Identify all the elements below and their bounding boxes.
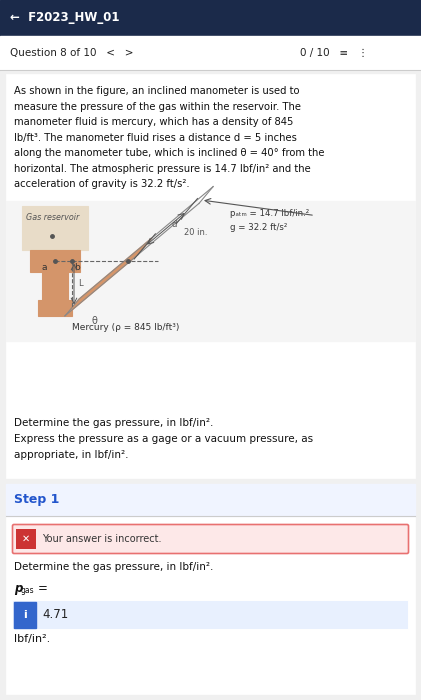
Bar: [0, 36, 421, 70]
Text: p: p: [14, 582, 22, 595]
Bar: [6, 74, 415, 478]
Bar: [6, 484, 415, 694]
Text: appropriate, in lbf/in².: appropriate, in lbf/in².: [14, 450, 128, 460]
Text: Gas reservoir: Gas reservoir: [26, 214, 79, 223]
Text: gas: gas: [21, 586, 35, 595]
Text: d: d: [172, 220, 177, 230]
Text: b: b: [74, 262, 80, 272]
Text: measure the pressure of the gas within the reservoir. The: measure the pressure of the gas within t…: [14, 102, 301, 111]
Text: lbf/in².: lbf/in².: [14, 634, 50, 644]
Bar: [0, 0, 421, 36]
Text: Determine the gas pressure, in lbf/in².: Determine the gas pressure, in lbf/in².: [14, 418, 213, 428]
FancyBboxPatch shape: [13, 524, 408, 554]
Text: 0 / 10   ≡   ⋮: 0 / 10 ≡ ⋮: [300, 48, 368, 58]
Text: L: L: [78, 279, 83, 288]
Text: acceleration of gravity is 32.2 ft/s².: acceleration of gravity is 32.2 ft/s².: [14, 179, 189, 189]
Text: Your answer is incorrect.: Your answer is incorrect.: [42, 534, 162, 544]
Text: Determine the gas pressure, in lbf/in².: Determine the gas pressure, in lbf/in².: [14, 562, 213, 572]
Bar: [14, 602, 407, 628]
Bar: [16, 529, 36, 549]
Text: ✕: ✕: [22, 534, 30, 544]
Text: Question 8 of 10   <   >: Question 8 of 10 < >: [10, 48, 133, 58]
Text: lb/ft³. The manometer fluid rises a distance d = 5 inches: lb/ft³. The manometer fluid rises a dist…: [14, 132, 297, 143]
Bar: [30, 249, 80, 272]
Text: i: i: [23, 610, 27, 620]
Text: As shown in the figure, an inclined manometer is used to: As shown in the figure, an inclined mano…: [14, 86, 299, 96]
Text: manometer fluid is mercury, which has a density of 845: manometer fluid is mercury, which has a …: [14, 117, 293, 127]
Text: pₐₜₘ = 14.7 lbf/in.²: pₐₜₘ = 14.7 lbf/in.²: [230, 209, 309, 218]
Text: a: a: [42, 262, 48, 272]
Text: θ: θ: [92, 316, 98, 326]
Text: Express the pressure as a gage or a vacuum pressure, as: Express the pressure as a gage or a vacu…: [14, 434, 313, 444]
Text: ←  F2023_HW_01: ← F2023_HW_01: [10, 11, 120, 25]
Text: g = 32.2 ft/s²: g = 32.2 ft/s²: [230, 223, 288, 232]
Text: 20 in.: 20 in.: [184, 228, 207, 237]
Bar: [42, 272, 68, 300]
Bar: [6, 200, 415, 340]
Text: horizontal. The atmospheric pressure is 14.7 lbf/in² and the: horizontal. The atmospheric pressure is …: [14, 164, 311, 174]
Text: 4.71: 4.71: [42, 608, 68, 622]
Bar: [14, 602, 36, 628]
Bar: [6, 484, 415, 516]
Bar: [38, 300, 72, 316]
Text: Mercury (ρ = 845 lb/ft³): Mercury (ρ = 845 lb/ft³): [72, 323, 179, 332]
Text: Step 1: Step 1: [14, 494, 59, 507]
Text: along the manometer tube, which is inclined θ = 40° from the: along the manometer tube, which is incli…: [14, 148, 325, 158]
Polygon shape: [65, 238, 152, 316]
Text: =: =: [38, 582, 48, 595]
Bar: [22, 206, 88, 249]
